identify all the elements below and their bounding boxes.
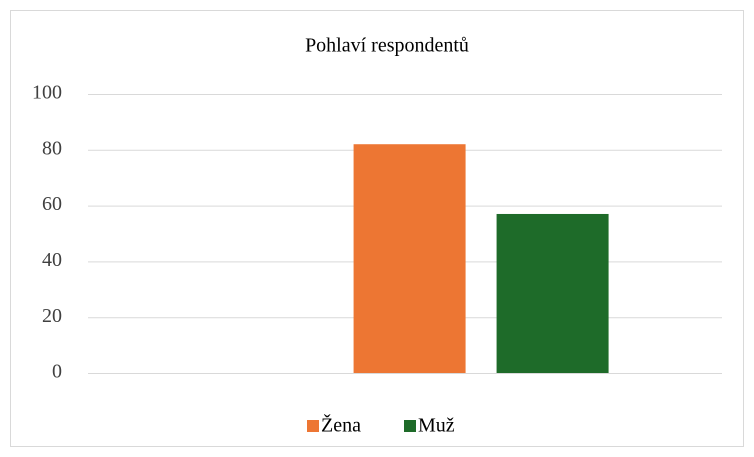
bar	[496, 213, 609, 373]
y-tick-label: 100	[32, 82, 62, 104]
bar	[353, 144, 466, 373]
y-tick-label: 20	[42, 305, 62, 327]
y-tick-label: 40	[42, 249, 62, 271]
legend-label: Žena	[321, 414, 361, 437]
chart-title: Pohlaví respondentů	[305, 35, 469, 57]
legend-label: Muž	[418, 415, 455, 437]
legend-swatch	[404, 420, 416, 432]
y-tick-label: 0	[52, 361, 62, 383]
y-tick-label: 80	[42, 137, 62, 159]
legend-swatch	[307, 420, 319, 432]
y-tick-label: 60	[42, 193, 62, 215]
